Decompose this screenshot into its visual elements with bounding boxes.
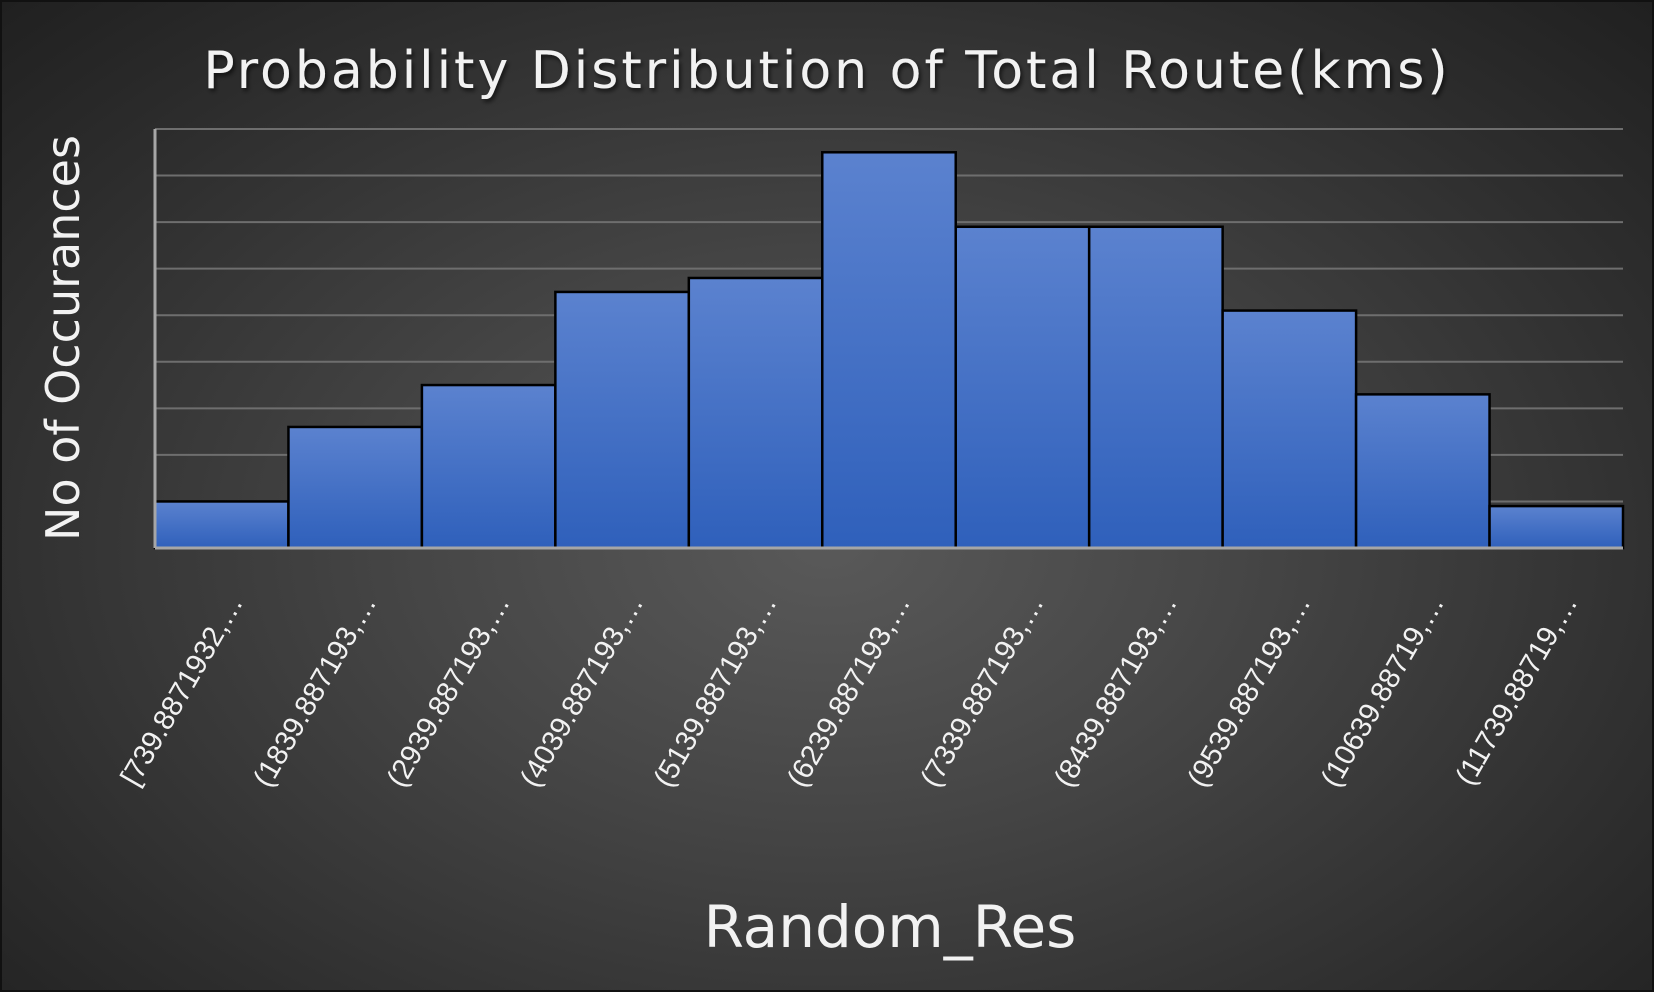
bar-7 — [1087, 225, 1224, 550]
bar-6 — [954, 225, 1091, 550]
x-tick-labels: [739.8871932,…(1839.887193,…(2939.887193… — [115, 590, 1584, 793]
x-tick-label: (4039.887193,… — [514, 590, 650, 793]
bar-3 — [554, 290, 691, 550]
x-axis-title: Random_Res — [704, 893, 1077, 961]
x-tick-label: (11739.88719,… — [1450, 590, 1585, 791]
y-axis-title: No of Occurances — [36, 135, 90, 541]
bars — [153, 151, 1625, 550]
x-tick-label: (1839.887193,… — [247, 590, 383, 793]
x-tick-label: (7339.887193,… — [915, 590, 1051, 793]
x-tick-label: (5139.887193,… — [648, 590, 784, 793]
bar-8 — [1221, 309, 1358, 550]
bar-9 — [1354, 393, 1491, 550]
x-tick-label: [739.8871932,… — [115, 590, 250, 792]
x-tick-label: (6239.887193,… — [781, 590, 917, 793]
bar-5 — [821, 151, 957, 550]
axes — [153, 129, 1623, 550]
x-tick-label: (8439.887193,… — [1048, 590, 1184, 793]
chart-title: Probability Distribution of Total Route(… — [203, 41, 1450, 101]
bar-4 — [687, 276, 824, 550]
bar-10 — [1488, 504, 1625, 550]
x-tick-label: (2939.887193,… — [381, 590, 517, 793]
x-tick-label: (9539.887193,… — [1182, 590, 1318, 793]
bar-0 — [153, 500, 290, 550]
bar-2 — [420, 383, 557, 550]
x-tick-label: (10639.88719,… — [1315, 590, 1451, 793]
bar-1 — [287, 425, 424, 550]
